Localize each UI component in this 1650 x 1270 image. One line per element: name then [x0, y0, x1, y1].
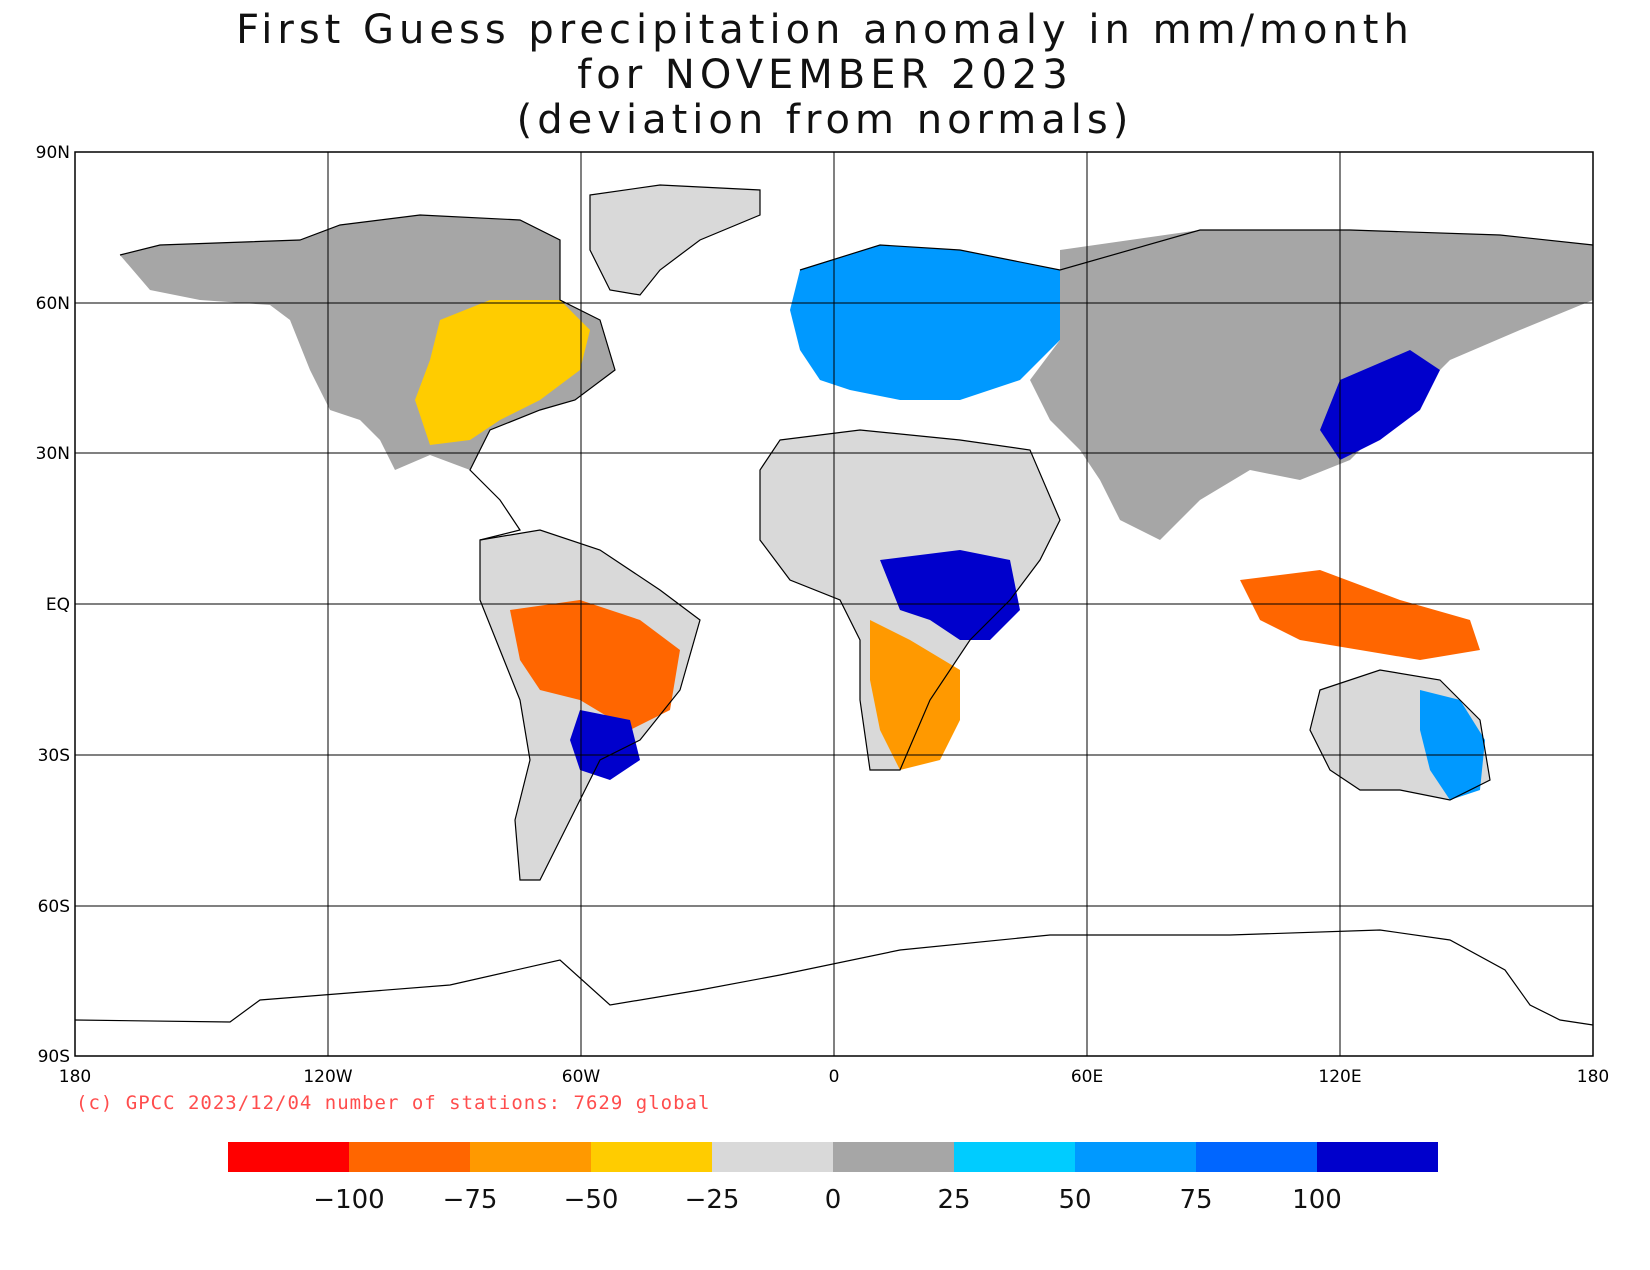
lon-label-60e: 60E — [1071, 1067, 1103, 1087]
lat-label-90n: 90N — [36, 143, 70, 163]
lat-label-60s: 60S — [38, 897, 70, 917]
legend-tick-label: −50 — [564, 1185, 619, 1215]
legend-tick-label: −25 — [685, 1185, 740, 1215]
region-southern-africa — [870, 620, 960, 770]
lat-label-90s: 90S — [38, 1047, 70, 1067]
region-europe — [790, 245, 1060, 400]
lon-label-120w: 120W — [303, 1067, 352, 1087]
legend-swatches — [228, 1142, 1438, 1172]
legend-tick-label: 50 — [1058, 1185, 1091, 1215]
anomaly-field — [120, 185, 1593, 880]
lat-label-30s: 30S — [38, 746, 70, 766]
legend-tick-label: −100 — [313, 1185, 384, 1215]
legend-tick-labels: −100 −75 −50 −25 0 25 50 75 100 — [313, 1185, 1342, 1215]
latitude-labels: 90N 60N 30N EQ 30S 60S 90S — [36, 143, 70, 1067]
legend-tick-label: 75 — [1179, 1185, 1212, 1215]
graticule — [74, 151, 1594, 1057]
legend-tick-label: 25 — [937, 1185, 970, 1215]
map-title-line-3: (deviation from normals) — [516, 97, 1134, 143]
legend-swatch — [470, 1142, 591, 1172]
region-greenland — [590, 185, 760, 295]
lat-label-30n: 30N — [36, 444, 70, 464]
legend-tick-label: −75 — [443, 1185, 498, 1215]
legend-swatch — [1075, 1142, 1196, 1172]
legend-swatch — [228, 1142, 349, 1172]
lon-label-180w: 180 — [59, 1067, 91, 1087]
legend-swatch — [712, 1142, 833, 1172]
legend-swatch — [833, 1142, 954, 1172]
source-credit: (c) GPCC 2023/12/04 number of stations: … — [76, 1092, 711, 1114]
lat-label-eq: EQ — [46, 595, 70, 615]
legend-swatch — [1317, 1142, 1438, 1172]
precipitation-anomaly-map: 90N 60N 30N EQ 30S 60S 90S 180 120W 60W … — [36, 143, 1610, 1087]
region-asia — [1030, 230, 1593, 540]
region-east-asia-coast — [1320, 350, 1440, 460]
region-maritime-continent — [1240, 570, 1480, 660]
legend-tick-label: 0 — [825, 1185, 842, 1215]
region-south-brazil — [570, 710, 640, 780]
lon-label-60w: 60W — [562, 1067, 601, 1087]
lon-label-0: 0 — [829, 1067, 840, 1087]
region-central-africa — [880, 550, 1020, 640]
legend-swatch — [1196, 1142, 1317, 1172]
legend-swatch — [954, 1142, 1075, 1172]
lon-label-180e: 180 — [1577, 1067, 1609, 1087]
legend-swatch — [591, 1142, 712, 1172]
region-south-america-core — [510, 600, 680, 730]
lon-label-120e: 120E — [1318, 1067, 1361, 1087]
region-east-australia — [1420, 690, 1485, 800]
legend-swatch — [349, 1142, 470, 1172]
longitude-labels: 180 120W 60W 0 60E 120E 180 — [59, 1067, 1609, 1087]
map-title-line-1: First Guess precipitation anomaly in mm/… — [236, 7, 1414, 53]
coastlines — [74, 184, 1594, 1026]
legend-tick-label: 100 — [1292, 1185, 1342, 1215]
map-title-line-2: for NOVEMBER 2023 — [577, 52, 1073, 98]
region-north-america-east — [415, 300, 590, 445]
lat-label-60n: 60N — [36, 294, 70, 314]
